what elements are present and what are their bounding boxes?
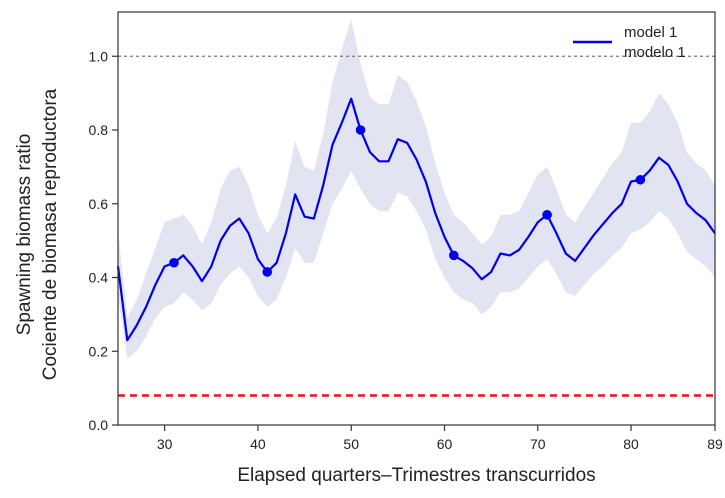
markers-layer — [169, 125, 646, 277]
y-axis-ticks: 0.0 0.2 0.4 0.6 0.8 1.0 — [89, 48, 118, 433]
reference-lines-layer — [118, 55, 715, 397]
x-axis-ticks: 30 40 50 60 70 80 89 — [157, 425, 723, 452]
marker-point — [262, 267, 273, 277]
series-layer — [116, 97, 716, 342]
x-axis-label: Elapsed quarters–Trimestres transcurrido… — [237, 465, 595, 486]
marker-point — [635, 174, 646, 185]
y-axis-label-spanish: Cociente de biomasa reproductora — [40, 88, 61, 380]
x-tick-label: 80 — [623, 436, 639, 452]
legend: model 1 modelo 1 — [573, 24, 686, 61]
y-axis-label-english: Spawning biomass ratio — [14, 134, 35, 336]
y-tick-label: 0.8 — [89, 122, 109, 138]
y-tick-label: 0.0 — [89, 417, 109, 433]
x-tick-label: 60 — [437, 436, 453, 452]
y-tick-label: 0.6 — [89, 196, 109, 212]
legend-label-spanish: modelo 1 — [624, 44, 686, 61]
x-tick-label: 40 — [250, 436, 266, 452]
marker-point — [355, 125, 366, 135]
x-tick-label: 70 — [530, 436, 546, 452]
x-tick-label: 89 — [707, 436, 723, 452]
marker-point — [449, 250, 459, 261]
x-tick-label: 50 — [343, 436, 359, 452]
confidence-band-layer — [118, 19, 715, 359]
confidence-band — [118, 19, 715, 359]
plot-frame — [117, 11, 716, 426]
marker-point — [169, 257, 179, 268]
x-tick-label: 30 — [157, 436, 173, 452]
y-tick-label: 1.0 — [89, 48, 109, 64]
marker-point — [542, 210, 552, 220]
y-tick-label: 0.4 — [89, 270, 109, 286]
legend-label-english: model 1 — [624, 24, 677, 41]
series-line-model-1 — [116, 97, 716, 342]
y-tick-label: 0.2 — [89, 343, 109, 359]
